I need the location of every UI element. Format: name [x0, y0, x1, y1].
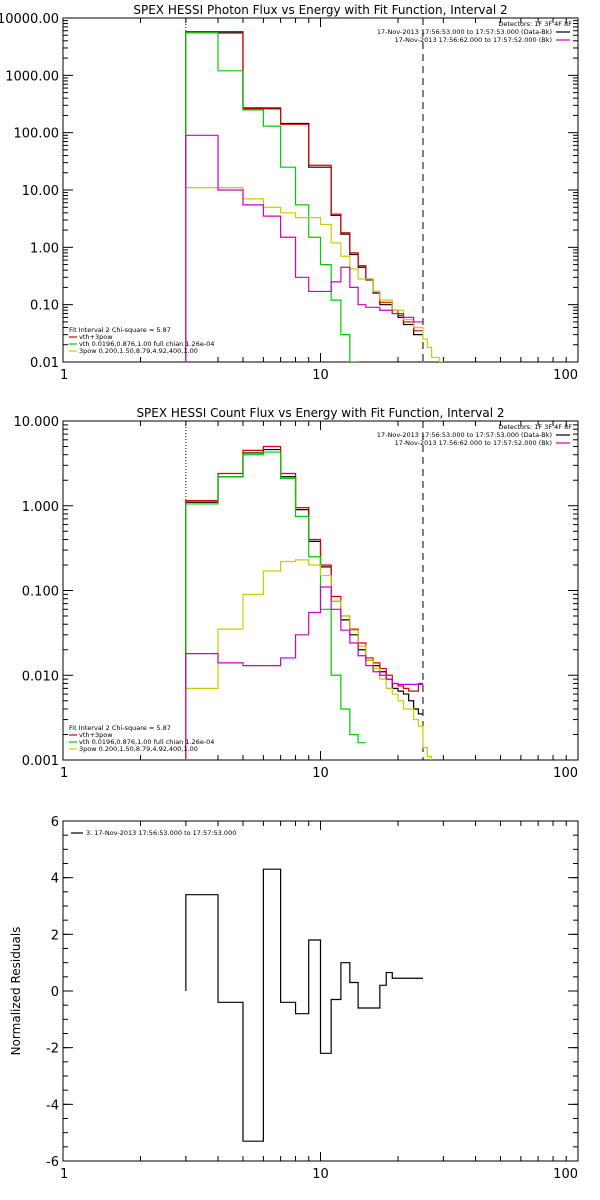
series-3-line [185, 559, 433, 760]
y-tick-label: 0 [51, 985, 59, 1000]
x-tick-label: 10 [312, 1167, 329, 1182]
series-4-line [185, 134, 423, 362]
y-tick-label: 10.00 [22, 184, 59, 199]
bottom-legend-entry-text: 3pow 0.200,1.50,8.79,4.92,400,1.00 [79, 347, 198, 355]
series-0-line [185, 868, 423, 1142]
y-tick-label: 6 [51, 815, 59, 830]
residual-legend-text: 3. 17-Nov-2013 17:56:53.000 to 17:57:53.… [86, 829, 236, 837]
bottom-legend-entry-text: vth 0.0196,0.876,1.00 full chian 1.26e-0… [79, 738, 214, 746]
photon-flux-panel: SPEX HESSI Photon Flux vs Energy with Fi… [0, 3, 579, 383]
x-tick-label: 1 [60, 1167, 68, 1182]
bottom-legend-header: Fit Interval 2 Chi-square = 5.87 [69, 326, 171, 334]
top-legend-header: Detectors: 1F 3F 4F 8F [498, 423, 572, 431]
y-tick-label: 0.01 [30, 356, 59, 371]
y-tick-label: 0.001 [22, 754, 59, 769]
series-2-line [185, 32, 359, 362]
residuals-panel: Normalized Residuals 1 10 100 -6 -4 -2 0 2 4 6 3. 1… [9, 815, 579, 1182]
y-tick-label: 10000.00 [0, 12, 59, 27]
y-tick-label: 0.100 [22, 585, 59, 600]
series-0-line [185, 32, 423, 362]
series-group [185, 868, 423, 1142]
bottom-legend-header: Fit Interval 2 Chi-square = 5.87 [69, 724, 171, 732]
top-legend-entry-text: 17-Nov-2013 17:56:53.000 to 17:57:53.000… [377, 28, 552, 36]
series-1-line [185, 30, 423, 362]
bottom-legend-entry-text: vth+3pow [79, 333, 113, 341]
series-2-line [185, 451, 366, 760]
count-flux-panel: SPEX HESSI Count Flux vs Energy with Fit… [14, 406, 579, 781]
series-group [185, 445, 433, 760]
x-tick-label: 1 [60, 766, 68, 781]
series-4-line [185, 586, 423, 760]
bottom-legend-entry-text: vth 0.0196,0.876,1.00 full chian 1.26e-0… [79, 340, 214, 348]
y-tick-label: 1.00 [30, 241, 59, 256]
y-tick-label: 4 [51, 872, 59, 887]
chart-title: SPEX HESSI Photon Flux vs Energy with Fi… [133, 3, 507, 17]
chart-title: SPEX HESSI Count Flux vs Energy with Fit… [136, 406, 504, 420]
x-tick-label: 100 [553, 766, 578, 781]
bottom-legend-entry-text: 3pow 0.200,1.50,8.79,4.92,400,1.00 [79, 745, 198, 753]
y-tick-label: 2 [51, 928, 59, 943]
y-axis-label: Normalized Residuals [9, 927, 23, 1056]
y-tick-label: -4 [46, 1098, 59, 1113]
x-tick-label: 100 [553, 368, 578, 383]
series-1-line [185, 445, 423, 760]
y-tick-label: 1000.00 [5, 69, 59, 84]
top-legend-header: Detectors: 1F 3F 4F 8F [498, 20, 572, 28]
series-0-line [185, 448, 423, 760]
y-tick-label: 1.000 [22, 500, 59, 515]
x-tick-label: 100 [553, 1167, 578, 1182]
series-3-line [185, 187, 444, 362]
y-tick-label: -2 [46, 1042, 59, 1057]
top-legend-entry-text: 17-Nov-2013 17:56:62.000 to 17:57:52.000… [395, 36, 552, 44]
y-tick-label: 0.10 [30, 299, 59, 314]
x-tick-label: 10 [312, 766, 329, 781]
y-tick-label: 100.00 [14, 127, 60, 142]
bottom-legend-entry-text: vth+3pow [79, 731, 113, 739]
y-tick-label: 10.000 [14, 415, 60, 430]
series-group [185, 30, 444, 362]
x-tick-label: 10 [312, 368, 329, 383]
plot-frame [62, 17, 579, 363]
top-legend-entry-text: 17-Nov-2013 17:56:62.000 to 17:57:52.000… [395, 439, 552, 447]
y-tick-label: -6 [46, 1155, 59, 1170]
y-tick-label: 0.010 [22, 669, 59, 684]
x-tick-label: 1 [60, 368, 68, 383]
top-legend-entry-text: 17-Nov-2013 17:56:53.000 to 17:57:53.000… [377, 431, 552, 439]
